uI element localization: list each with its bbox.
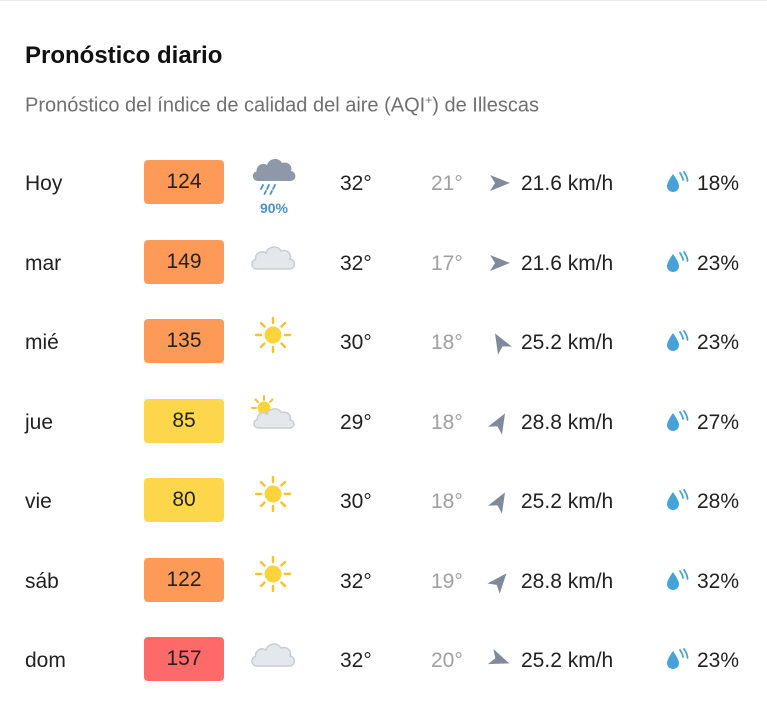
day-label: vie — [25, 490, 52, 513]
subtitle-superscript: + — [425, 93, 433, 107]
forecast-row-3[interactable]: jue 85 29° 18° 28.8 km/h 27% — [0, 382, 767, 462]
humidity-icon — [667, 330, 689, 351]
temp-min: 18° — [431, 331, 463, 354]
humidity-value: 28% — [697, 490, 740, 513]
rain-cloud-icon — [247, 153, 299, 197]
wind-speed: 25.2 km/h — [521, 331, 614, 354]
forecast-row-0[interactable]: Hoy 124 90% 32° 21° 21.6 km/h 18% — [0, 143, 767, 223]
day-label: dom — [25, 649, 66, 672]
wind-speed: 25.2 km/h — [521, 490, 614, 513]
forecast-row-2[interactable]: mié 135 30° 18° 25.2 km/h 23% — [0, 302, 767, 382]
temp-min: 17° — [431, 251, 463, 275]
temp-min: 18° — [431, 490, 463, 513]
aqi-badge: 124 — [144, 160, 224, 204]
humidity-icon — [667, 409, 689, 431]
aqi-badge: 85 — [144, 398, 224, 443]
wind-direction-icon — [495, 333, 512, 355]
wind-speed: 25.2 km/h — [521, 649, 614, 672]
forecast-row-4[interactable]: vie 80 30° 18° 25.2 km/h 28% — [0, 461, 767, 541]
wind-direction-icon — [488, 412, 505, 435]
subtitle-location: ) de Illescas — [432, 94, 539, 117]
temp-min: 18° — [431, 410, 463, 434]
wind-speed: 21.6 km/h — [521, 251, 614, 275]
temp-max: 32° — [340, 649, 372, 672]
sun-icon — [247, 312, 299, 356]
wind-direction-icon — [488, 492, 505, 514]
humidity-icon — [667, 489, 689, 510]
forecast-row-5[interactable]: sáb 122 32° 19° 28.8 km/h 32% — [0, 541, 767, 621]
wind-direction-icon — [487, 649, 510, 665]
day-label: Hoy — [25, 172, 63, 195]
temp-max: 30° — [340, 490, 372, 513]
cloud-icon — [247, 233, 299, 277]
temp-max: 32° — [340, 569, 372, 593]
wind-direction-icon — [487, 572, 507, 594]
aqi-badge: 122 — [144, 557, 224, 602]
sun-icon — [247, 551, 299, 595]
rain-probability: 90% — [259, 200, 289, 216]
humidity-icon — [667, 250, 689, 272]
temp-max: 32° — [340, 172, 372, 195]
wind-speed: 28.8 km/h — [521, 569, 614, 593]
humidity-value: 23% — [697, 331, 740, 354]
wind-speed: 28.8 km/h — [521, 410, 614, 434]
aqi-badge: 149 — [144, 239, 224, 284]
day-label: sáb — [25, 569, 59, 593]
sun-icon — [247, 471, 299, 515]
day-label: mar — [25, 251, 62, 275]
wind-direction-icon — [490, 254, 510, 271]
temp-min: 20° — [431, 649, 463, 672]
wind-direction-icon — [490, 175, 510, 191]
temp-max: 30° — [340, 331, 372, 354]
humidity-value: 23% — [697, 649, 740, 672]
forecast-title: Pronóstico diario — [25, 42, 223, 69]
humidity-icon — [667, 171, 689, 192]
temp-min: 19° — [431, 569, 463, 593]
humidity-icon — [667, 648, 689, 669]
subtitle-text: Pronóstico del índice de calidad del air… — [25, 94, 426, 117]
humidity-value: 27% — [697, 410, 740, 434]
humidity-value: 32% — [697, 569, 740, 593]
cloud-icon — [247, 630, 299, 674]
day-label: mié — [25, 331, 59, 354]
forecast-row-6[interactable]: dom 157 32° 20° 25.2 km/h 23% — [0, 620, 767, 700]
partly-cloudy-icon — [247, 392, 299, 436]
humidity-value: 18% — [697, 172, 740, 195]
temp-min: 21° — [431, 172, 463, 195]
forecast-row-1[interactable]: mar 149 32° 17° 21.6 km/h 23% — [0, 223, 767, 303]
aqi-badge: 135 — [144, 319, 224, 363]
humidity-value: 23% — [697, 251, 740, 275]
aqi-badge: 157 — [144, 637, 224, 681]
temp-max: 29° — [340, 410, 372, 434]
humidity-icon — [667, 568, 689, 590]
wind-speed: 21.6 km/h — [521, 172, 614, 195]
temp-max: 32° — [340, 251, 372, 275]
aqi-badge: 80 — [144, 478, 224, 522]
day-label: jue — [25, 410, 54, 434]
forecast-subtitle: Pronóstico del índice de calidad del air… — [25, 87, 539, 119]
